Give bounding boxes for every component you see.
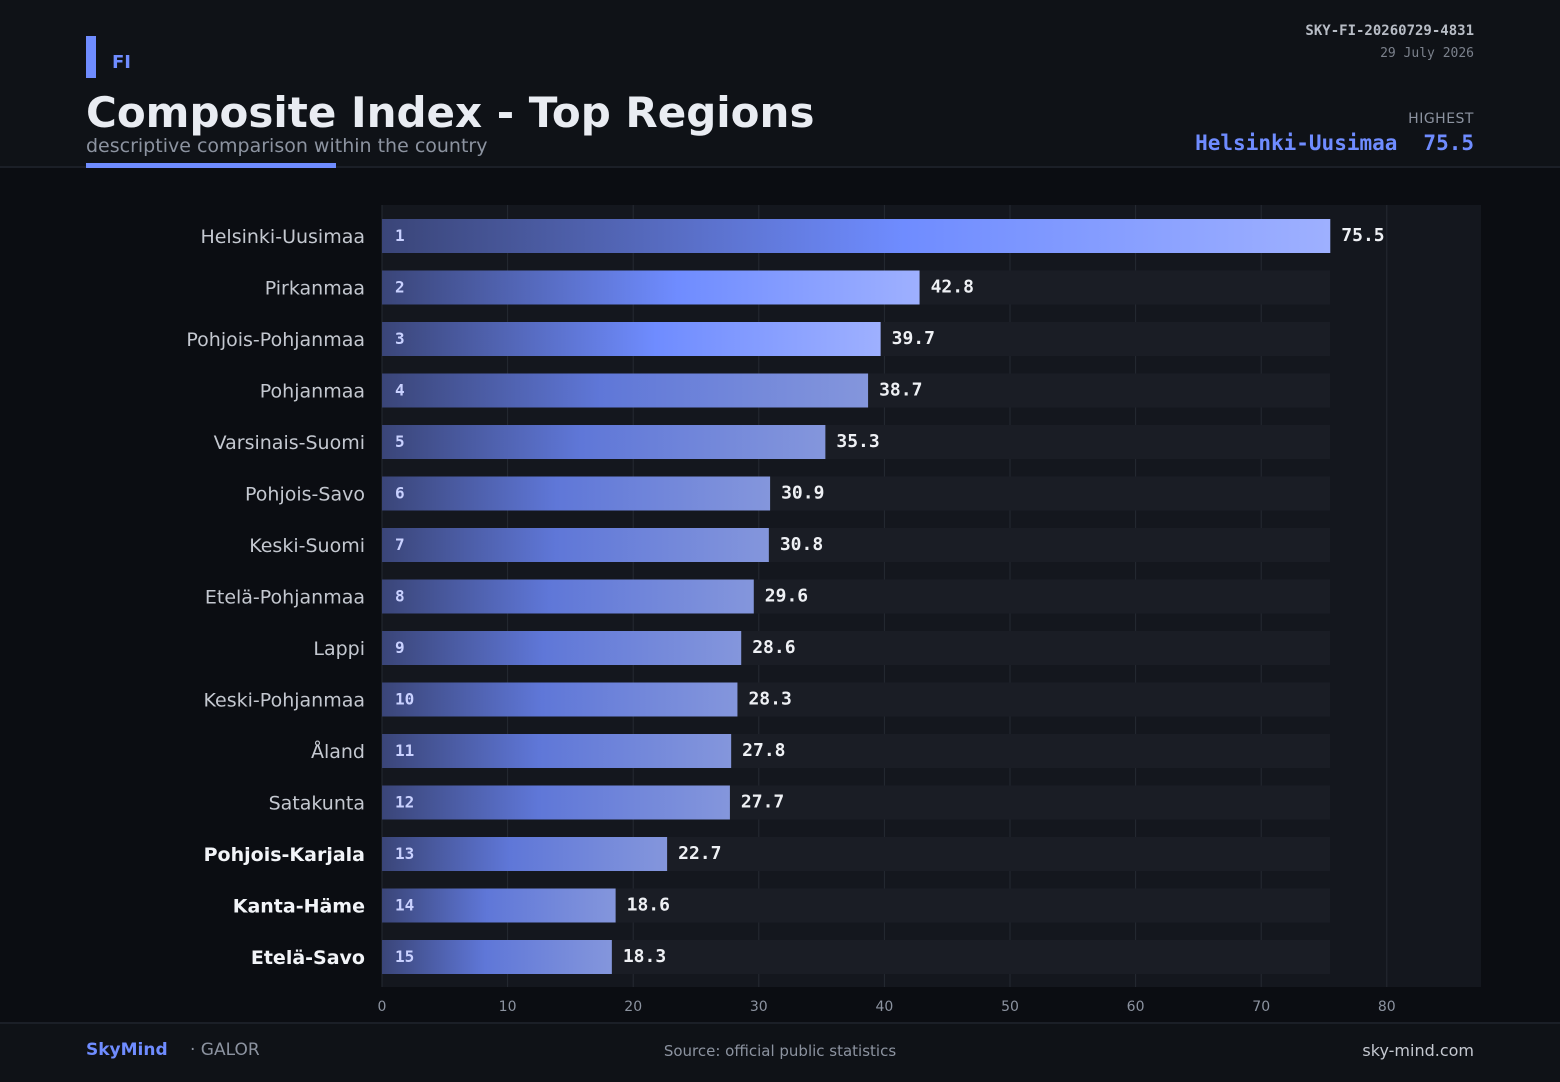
value-label: 28.6 — [752, 637, 795, 658]
category-label: Etelä-Pohjanmaa — [205, 587, 365, 609]
x-tick-label: 0 — [378, 999, 387, 1015]
value-label: 30.8 — [780, 534, 823, 555]
bar[interactable] — [382, 476, 771, 511]
value-label: 22.7 — [678, 843, 721, 864]
bar[interactable] — [382, 528, 769, 562]
category-label: Pohjois-Savo — [245, 484, 365, 506]
value-label: 42.8 — [931, 277, 974, 298]
rank-label: 2 — [395, 278, 405, 297]
category-label: Åland — [311, 740, 365, 763]
report-id: SKY-FI-20260729-4831 — [1305, 23, 1474, 39]
highest-region: Helsinki-Uusimaa — [1195, 131, 1398, 155]
rank-label: 8 — [395, 587, 405, 606]
bar[interactable] — [382, 631, 742, 665]
title-underline — [86, 163, 336, 168]
x-tick-label: 60 — [1127, 999, 1145, 1015]
value-label: 39.7 — [892, 328, 935, 349]
category-label: Kanta-Häme — [233, 896, 365, 918]
rank-label: 1 — [395, 226, 405, 245]
rank-label: 15 — [395, 947, 414, 966]
bar[interactable] — [382, 837, 668, 871]
x-tick-label: 50 — [1001, 999, 1019, 1015]
x-tick-label: 20 — [624, 999, 642, 1015]
category-label: Pohjois-Karjala — [204, 844, 365, 866]
value-label: 35.3 — [836, 431, 879, 452]
value-label: 29.6 — [765, 586, 808, 607]
bar[interactable] — [382, 270, 920, 305]
highest-label: HIGHEST — [1408, 111, 1474, 127]
value-label: 38.7 — [879, 380, 922, 401]
category-label: Pohjanmaa — [260, 381, 365, 403]
rank-label: 4 — [395, 381, 405, 400]
category-label: Keski-Suomi — [249, 535, 365, 557]
bar[interactable] — [382, 940, 612, 974]
rank-label: 10 — [395, 690, 414, 709]
value-label: 27.7 — [741, 792, 784, 813]
x-tick-label: 40 — [875, 999, 893, 1015]
rank-label: 14 — [395, 896, 414, 915]
bar[interactable] — [382, 425, 826, 459]
footer — [0, 1022, 1560, 1082]
value-label: 27.8 — [742, 740, 785, 761]
rank-label: 11 — [395, 741, 414, 760]
category-label: Helsinki-Uusimaa — [200, 226, 365, 248]
page-subtitle: descriptive comparison within the countr… — [86, 135, 488, 157]
x-tick-label: 10 — [499, 999, 517, 1015]
bar[interactable] — [382, 322, 881, 356]
header — [0, 0, 1560, 168]
brand-name[interactable]: SkyMind — [86, 1040, 168, 1060]
value-label: 18.6 — [627, 895, 670, 916]
report-date: 29 July 2026 — [1380, 46, 1474, 61]
bar[interactable] — [382, 734, 732, 768]
page-title: Composite Index - Top Regions — [86, 88, 815, 137]
country-tag: FI — [112, 52, 131, 73]
brand-suffix: · GALOR — [190, 1040, 260, 1060]
category-label: Keski-Pohjanmaa — [204, 690, 365, 712]
value-label: 18.3 — [623, 946, 666, 967]
bar[interactable] — [382, 219, 1331, 253]
category-label: Varsinais-Suomi — [214, 432, 365, 454]
value-label: 28.3 — [748, 689, 791, 710]
category-label: Pirkanmaa — [265, 278, 365, 300]
category-label: Lappi — [313, 638, 365, 660]
highest-summary: Helsinki-Uusimaa 75.5 — [1195, 131, 1474, 155]
source-note: Source: official public statistics — [663, 1042, 897, 1060]
highest-value: 75.5 — [1423, 131, 1474, 155]
rank-label: 7 — [395, 535, 405, 554]
bar[interactable] — [382, 785, 730, 820]
bar[interactable] — [382, 579, 754, 614]
rank-label: 12 — [395, 793, 414, 812]
category-label: Etelä-Savo — [251, 947, 365, 969]
tag-accent-bar — [86, 36, 96, 78]
rank-label: 3 — [395, 329, 405, 348]
value-label: 30.9 — [781, 483, 824, 504]
x-tick-label: 80 — [1378, 999, 1396, 1015]
bar[interactable] — [382, 888, 616, 923]
value-label: 75.5 — [1341, 225, 1384, 246]
bar[interactable] — [382, 373, 869, 408]
rank-label: 13 — [395, 844, 414, 863]
x-tick-label: 30 — [750, 999, 768, 1015]
site-link[interactable]: sky-mind.com — [1362, 1041, 1474, 1060]
bar[interactable] — [382, 682, 738, 717]
rank-label: 5 — [395, 432, 405, 451]
category-label: Pohjois-Pohjanmaa — [186, 329, 365, 351]
rank-label: 9 — [395, 638, 405, 657]
category-label: Satakunta — [269, 793, 365, 815]
x-tick-label: 70 — [1252, 999, 1270, 1015]
rank-label: 6 — [395, 484, 405, 503]
